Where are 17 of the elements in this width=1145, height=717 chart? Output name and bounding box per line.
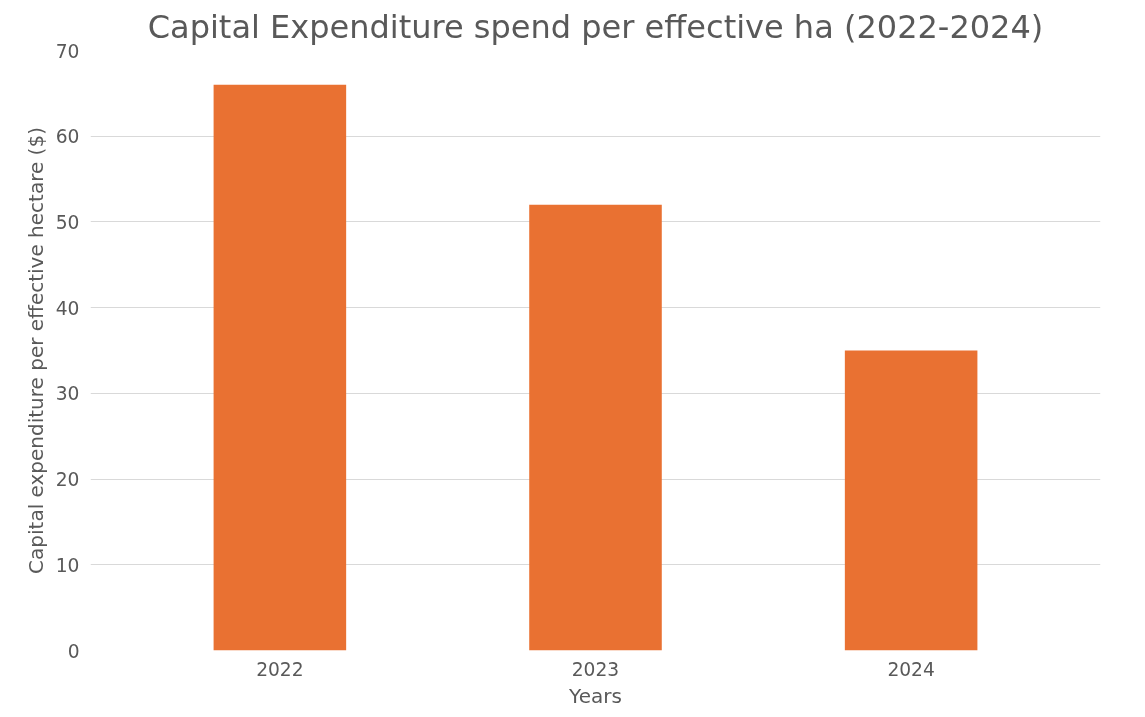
chart-title: Capital Expenditure spend per effective ha (2022-2024) <box>147 7 1044 46</box>
y-tick-label: 0 <box>67 640 80 662</box>
bar <box>213 84 347 651</box>
x-tick-label: 2024 <box>887 658 935 680</box>
x-tick-label: 2023 <box>571 658 620 680</box>
y-tick-label: 20 <box>55 469 80 491</box>
y-tick-label: 30 <box>55 383 80 405</box>
x-tick-label: 2022 <box>256 658 304 680</box>
bar <box>844 350 978 651</box>
y-tick-label: 50 <box>55 211 80 233</box>
x-axis-title: Years <box>568 683 622 708</box>
y-tick-label: 10 <box>55 554 80 576</box>
y-tick-label: 60 <box>55 126 80 148</box>
y-tick-label: 70 <box>55 40 80 62</box>
y-axis-title: Capital expenditure per effective hectare ($) <box>23 127 48 574</box>
y-tick-label: 40 <box>55 297 80 319</box>
bar <box>529 204 662 651</box>
